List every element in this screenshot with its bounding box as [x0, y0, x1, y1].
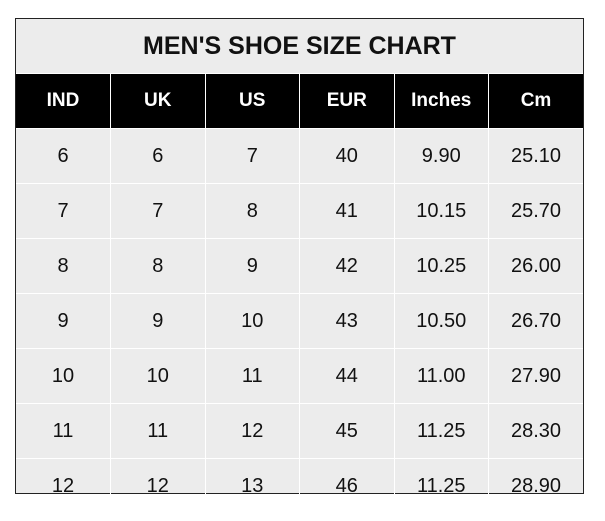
- cell-us: 12: [204, 403, 300, 459]
- cell-inches: 10.50: [393, 293, 489, 349]
- header-row: IND UK US EUR Inches Cm: [16, 74, 583, 129]
- cell-ind: 8: [16, 238, 111, 294]
- cell-cm: 25.10: [488, 128, 583, 184]
- cell-ind: 6: [16, 128, 111, 184]
- size-chart-table: MEN'S SHOE SIZE CHART IND UK US EUR Inches Cm…: [15, 18, 584, 513]
- chart-title: MEN'S SHOE SIZE CHART: [16, 19, 583, 74]
- cell-ind: 9: [16, 293, 111, 349]
- table-row: 7 7 8 41 10.15 25.70: [16, 183, 583, 239]
- cell-eur: 42: [299, 238, 395, 294]
- cell-cm: 26.70: [488, 293, 583, 349]
- table-row: 6 6 7 40 9.90 25.10: [16, 128, 583, 184]
- column-header-eur: EUR: [299, 74, 395, 129]
- cell-eur: 41: [299, 183, 395, 239]
- table-row: 8 8 9 42 10.25 26.00: [16, 238, 583, 294]
- cell-uk: 11: [110, 403, 206, 459]
- cell-ind: 11: [16, 403, 111, 459]
- column-header-cm: Cm: [488, 74, 583, 129]
- table-row: 11 11 12 45 11.25 28.30: [16, 403, 583, 459]
- cell-cm: 28.30: [488, 403, 583, 459]
- cell-uk: 8: [110, 238, 206, 294]
- cell-eur: 40: [299, 128, 395, 184]
- cell-cm: 25.70: [488, 183, 583, 239]
- cell-inches: 11.25: [393, 458, 489, 513]
- cell-us: 10: [204, 293, 300, 349]
- cell-us: 11: [204, 348, 300, 404]
- cell-eur: 45: [299, 403, 395, 459]
- cell-eur: 46: [299, 458, 395, 513]
- cell-uk: 10: [110, 348, 206, 404]
- column-header-inches: Inches: [393, 74, 489, 129]
- cell-inches: 9.90: [393, 128, 489, 184]
- cell-uk: 6: [110, 128, 206, 184]
- cell-us: 8: [204, 183, 300, 239]
- cell-ind: 7: [16, 183, 111, 239]
- cell-uk: 7: [110, 183, 206, 239]
- table-row: 10 10 11 44 11.00 27.90: [16, 348, 583, 404]
- cell-ind: 12: [16, 458, 111, 513]
- cell-uk: 12: [110, 458, 206, 513]
- cell-inches: 10.15: [393, 183, 489, 239]
- column-header-us: US: [204, 74, 300, 129]
- size-table: IND UK US EUR Inches Cm 6 6 7 40 9.90 25.10 7 7 8 41 10…: [16, 74, 583, 513]
- column-header-uk: UK: [110, 74, 206, 129]
- table-row: 9 9 10 43 10.50 26.70: [16, 293, 583, 349]
- cell-us: 9: [204, 238, 300, 294]
- cell-eur: 43: [299, 293, 395, 349]
- column-header-ind: IND: [16, 74, 111, 129]
- cell-ind: 10: [16, 348, 111, 404]
- cell-cm: 27.90: [488, 348, 583, 404]
- cell-us: 13: [204, 458, 300, 513]
- cell-cm: 28.90: [488, 458, 583, 513]
- cell-inches: 11.25: [393, 403, 489, 459]
- table-row: 12 12 13 46 11.25 28.90: [16, 458, 583, 513]
- cell-inches: 11.00: [393, 348, 489, 404]
- cell-us: 7: [204, 128, 300, 184]
- cell-uk: 9: [110, 293, 206, 349]
- cell-eur: 44: [299, 348, 395, 404]
- cell-cm: 26.00: [488, 238, 583, 294]
- cell-inches: 10.25: [393, 238, 489, 294]
